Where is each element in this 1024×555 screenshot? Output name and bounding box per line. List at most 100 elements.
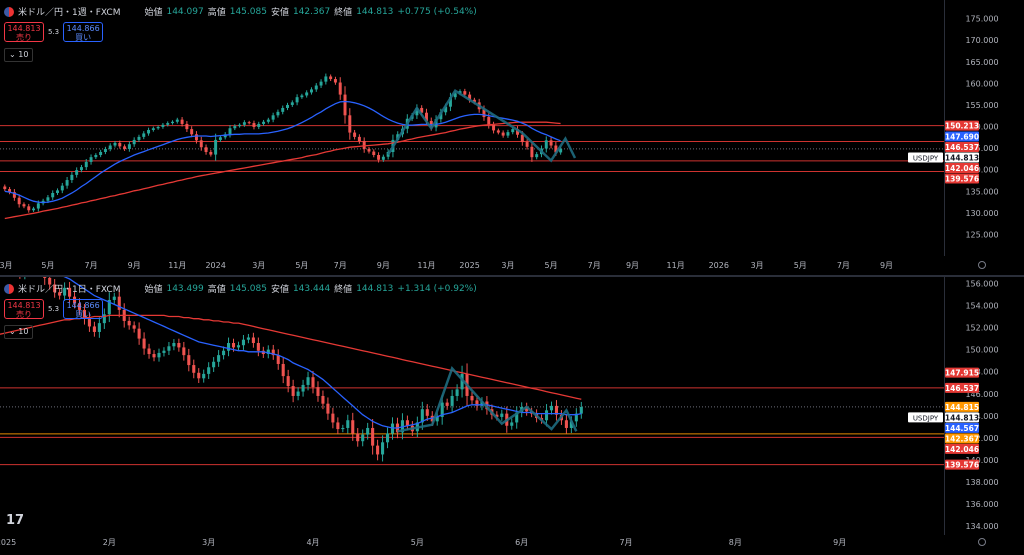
daily-level-label-bg-1 bbox=[945, 382, 979, 393]
weekly-candle-15 bbox=[75, 170, 79, 175]
open-value: 143.499 bbox=[166, 283, 204, 294]
weekly-candle-31 bbox=[151, 128, 155, 130]
daily-candle-100 bbox=[495, 414, 499, 417]
weekly-ma-long-line bbox=[4, 121, 561, 220]
weekly-candle-37 bbox=[180, 119, 184, 124]
daily-candle-11 bbox=[53, 284, 57, 293]
weekly-candle-60 bbox=[290, 102, 294, 105]
volume-label: 10 bbox=[18, 50, 29, 59]
open-label: 始値 bbox=[144, 8, 163, 18]
daily-time-tick-7: 8月 bbox=[729, 538, 742, 547]
weekly-candle-30 bbox=[147, 129, 151, 134]
daily-candle-20 bbox=[97, 323, 101, 332]
weekly-candle-91 bbox=[439, 112, 443, 120]
weekly-candle-51 bbox=[247, 122, 251, 124]
close-label: 終値 bbox=[334, 8, 353, 18]
weekly-price-tick-6: 155.000 bbox=[965, 101, 998, 110]
sell-button[interactable]: 144.813 売り bbox=[4, 22, 44, 42]
volume-toggle[interactable]: ⌄ 10 bbox=[4, 48, 34, 62]
sell-label: 売り bbox=[16, 310, 32, 319]
tradingview-logo-icon[interactable]: 17 bbox=[6, 513, 25, 528]
weekly-symbol-label: USDJPY bbox=[913, 154, 939, 162]
daily-ma-long-line bbox=[0, 314, 582, 400]
daily-chart-pane[interactable]: 134.000 136.000 138.000 140.000 142.000 144.0… bbox=[0, 254, 1024, 551]
weekly-candle-106 bbox=[511, 129, 515, 133]
daily-candle-19 bbox=[92, 326, 96, 332]
weekly-time-tick-18: 3月 bbox=[751, 261, 764, 270]
weekly-time-tick-5: 2024 bbox=[205, 261, 225, 270]
spread-value: 5.3 bbox=[48, 28, 60, 36]
weekly-candle-90 bbox=[434, 119, 438, 128]
daily-candle-12 bbox=[58, 292, 62, 296]
daily-candle-39 bbox=[192, 365, 196, 373]
weekly-price-tick-0: 125.000 bbox=[965, 230, 998, 239]
daily-price-tick-1: 136.000 bbox=[965, 500, 998, 509]
weekly-candle-49 bbox=[238, 124, 242, 127]
daily-candle-33 bbox=[162, 350, 166, 353]
weekly-candle-76 bbox=[367, 148, 371, 152]
daily-candle-91 bbox=[450, 395, 454, 406]
daily-level-label-bg-0 bbox=[945, 367, 979, 378]
pane-separator[interactable] bbox=[0, 275, 1024, 277]
daily-level-label-bg-6 bbox=[945, 443, 979, 454]
weekly-candle-96 bbox=[463, 91, 467, 95]
volume-toggle[interactable]: ⌄ 10 bbox=[4, 325, 34, 339]
weekly-title[interactable]: 米ドル／円・1週・FXCM bbox=[18, 8, 121, 18]
daily-candle-71 bbox=[351, 420, 355, 434]
usdjpy-flag-icon bbox=[4, 6, 14, 17]
daily-candle-46 bbox=[227, 343, 231, 351]
daily-price-tick-8: 150.000 bbox=[965, 346, 998, 355]
daily-candle-21 bbox=[102, 314, 106, 324]
weekly-level-label-bg-3 bbox=[945, 152, 979, 163]
daily-candle-56 bbox=[276, 355, 280, 364]
weekly-candle-104 bbox=[501, 132, 505, 136]
weekly-time-tick-14: 7月 bbox=[588, 261, 601, 270]
weekly-time-tick-1: 5月 bbox=[41, 261, 54, 270]
weekly-candle-116 bbox=[559, 148, 563, 153]
daily-candle-63 bbox=[311, 377, 315, 388]
weekly-candle-36 bbox=[175, 119, 179, 122]
weekly-candle-18 bbox=[89, 157, 93, 162]
weekly-candle-44 bbox=[214, 139, 218, 155]
weekly-candle-40 bbox=[194, 134, 198, 141]
weekly-candle-105 bbox=[506, 132, 510, 136]
daily-candle-101 bbox=[500, 413, 504, 417]
weekly-candle-113 bbox=[544, 140, 548, 149]
daily-title[interactable]: 米ドル／円・1日・FXCM bbox=[18, 285, 121, 295]
daily-candle-112 bbox=[554, 405, 559, 415]
daily-candle-51 bbox=[251, 337, 255, 343]
weekly-chart-svg[interactable]: 125.000 130.000 135.000 140.000 145.000 150.0… bbox=[0, 0, 1024, 275]
weekly-candle-73 bbox=[353, 132, 357, 137]
weekly-candle-24 bbox=[118, 142, 122, 147]
weekly-candle-86 bbox=[415, 107, 419, 116]
weekly-candle-110 bbox=[530, 146, 534, 158]
daily-candle-31 bbox=[152, 354, 156, 358]
daily-candle-48 bbox=[236, 345, 241, 348]
daily-level-label-bg-2 bbox=[945, 401, 979, 412]
daily-level-label-5: 142.367 bbox=[945, 434, 979, 443]
weekly-candle-79 bbox=[381, 156, 385, 160]
buy-button[interactable]: 144.866 買い bbox=[63, 299, 104, 319]
low-label: 安値 bbox=[270, 285, 289, 295]
sell-button[interactable]: 144.813 売り bbox=[4, 299, 44, 319]
weekly-candle-11 bbox=[56, 190, 59, 193]
chevron-down-icon: ⌄ bbox=[9, 50, 19, 59]
daily-header: 米ドル／円・1日・FXCM 始値 143.499 高値 145.085 安値 143.… bbox=[4, 282, 477, 295]
daily-zigzag-line bbox=[397, 365, 578, 433]
weekly-candle-10 bbox=[51, 192, 55, 198]
weekly-level-label-bg-2 bbox=[945, 141, 979, 152]
daily-trade-buttons: 144.813 売り 5.3 144.866 買い bbox=[4, 299, 104, 319]
daily-candle-34 bbox=[167, 346, 171, 351]
daily-candle-77 bbox=[381, 442, 385, 455]
weekly-candle-28 bbox=[137, 136, 141, 140]
weekly-candle-25 bbox=[123, 146, 127, 149]
weekly-zigzag-line bbox=[387, 88, 577, 163]
daily-candle-111 bbox=[549, 405, 554, 411]
weekly-price-tick-7: 160.000 bbox=[965, 79, 998, 88]
daily-candle-54 bbox=[266, 349, 270, 355]
buy-button[interactable]: 144.866 買い bbox=[63, 22, 104, 42]
daily-chart-svg[interactable]: 134.000 136.000 138.000 140.000 142.000 144.0… bbox=[0, 254, 1024, 551]
daily-candle-70 bbox=[346, 420, 350, 428]
daily-candle-57 bbox=[281, 363, 285, 377]
weekly-chart-pane[interactable]: 125.000 130.000 135.000 140.000 145.000 150.0… bbox=[0, 0, 1024, 275]
